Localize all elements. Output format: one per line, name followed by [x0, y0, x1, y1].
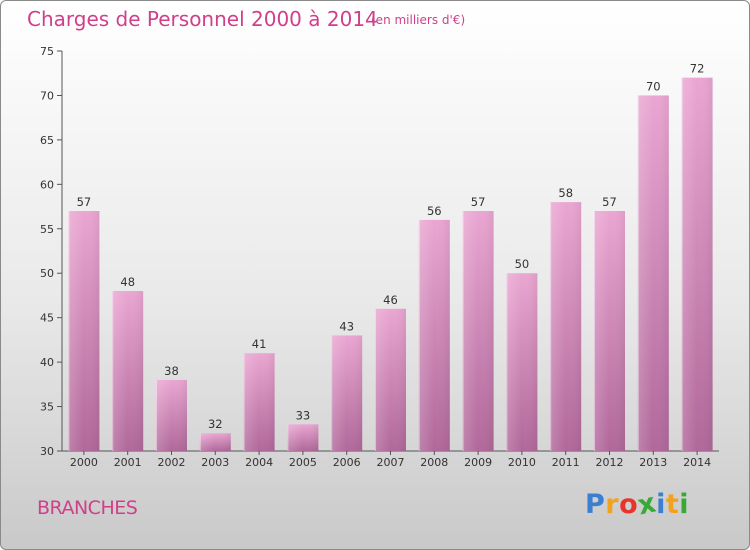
- x-tick-label: 2014: [683, 456, 711, 469]
- bar-sheen: [550, 202, 582, 451]
- bar-value-label: 46: [383, 293, 398, 307]
- bar-value-label: 58: [558, 186, 573, 200]
- bar-value-label: 72: [690, 62, 705, 76]
- bar-value-label: 57: [77, 195, 92, 209]
- bar-value-label: 70: [646, 79, 661, 93]
- chart-bars: [68, 77, 713, 452]
- bar-sheen: [418, 219, 450, 451]
- x-tick-label: 2002: [158, 456, 186, 469]
- x-tick-label: 2001: [114, 456, 142, 469]
- x-tick-label: 2007: [377, 456, 405, 469]
- y-tick-label: 60: [40, 178, 54, 191]
- bar-sheen: [156, 379, 187, 451]
- logo-letter: r: [605, 489, 620, 520]
- y-tick-label: 50: [40, 267, 54, 280]
- bar-value-label: 50: [515, 257, 530, 271]
- y-tick-label: 70: [40, 89, 54, 102]
- bar-sheen: [112, 291, 144, 451]
- logo-letter: P: [585, 489, 606, 520]
- y-tick-label: 65: [40, 134, 54, 147]
- chart-labels: 57 2000 48 2001 38 2002 32 2003 41 2004 33 2005 43 20…: [70, 62, 711, 469]
- bar-sheen: [68, 211, 100, 451]
- bar-value-label: 57: [471, 195, 486, 209]
- commune-name: BRANCHES: [37, 497, 138, 519]
- chart-subtitle: (en milliers d'€): [371, 13, 466, 27]
- x-tick-label: 2005: [289, 456, 317, 469]
- x-tick-label: 2003: [201, 456, 229, 469]
- y-tick-label: 30: [40, 445, 54, 458]
- bar-sheen: [375, 308, 406, 451]
- bar-value-label: 56: [427, 204, 442, 218]
- x-tick-label: 2000: [70, 456, 98, 469]
- bar-value-label: 33: [296, 408, 311, 422]
- bar-sheen: [594, 211, 625, 451]
- logo-letter: o: [619, 489, 639, 520]
- proxiti-logo: Proxiti: [585, 487, 690, 521]
- bar-sheen: [462, 211, 494, 451]
- bar-sheen: [243, 353, 275, 451]
- bar-sheen: [199, 433, 231, 451]
- bar-value-label: 48: [120, 275, 135, 289]
- y-tick-label: 40: [40, 356, 54, 369]
- logo-letter: i: [656, 489, 666, 520]
- y-tick-label: 75: [40, 45, 54, 58]
- x-tick-label: 2010: [508, 456, 536, 469]
- x-tick-label: 2006: [333, 456, 361, 469]
- bar-value-label: 41: [252, 337, 267, 351]
- bar-value-label: 32: [208, 417, 223, 431]
- y-tick-label: 55: [40, 223, 54, 236]
- chart-title: Charges de Personnel 2000 à 2014: [27, 7, 378, 31]
- bar-value-label: 43: [339, 319, 354, 333]
- y-tick-label: 45: [40, 312, 54, 325]
- x-tick-label: 2009: [464, 456, 492, 469]
- x-tick-label: 2004: [245, 456, 273, 469]
- x-tick-label: 2013: [639, 456, 667, 469]
- bar-sheen: [506, 273, 538, 451]
- y-tick-label: 35: [40, 401, 54, 414]
- x-tick-label: 2008: [420, 456, 448, 469]
- bar-sheen: [681, 77, 713, 452]
- logo-letter: i: [679, 489, 690, 520]
- x-tick-label: 2012: [596, 456, 624, 469]
- bar-value-label: 57: [602, 195, 617, 209]
- logo-letter: t: [665, 489, 680, 520]
- bar-sheen: [287, 424, 319, 451]
- bar-sheen: [331, 335, 363, 451]
- x-tick-label: 2011: [552, 456, 580, 469]
- bar-value-label: 38: [164, 364, 179, 378]
- bar-sheen: [637, 95, 669, 451]
